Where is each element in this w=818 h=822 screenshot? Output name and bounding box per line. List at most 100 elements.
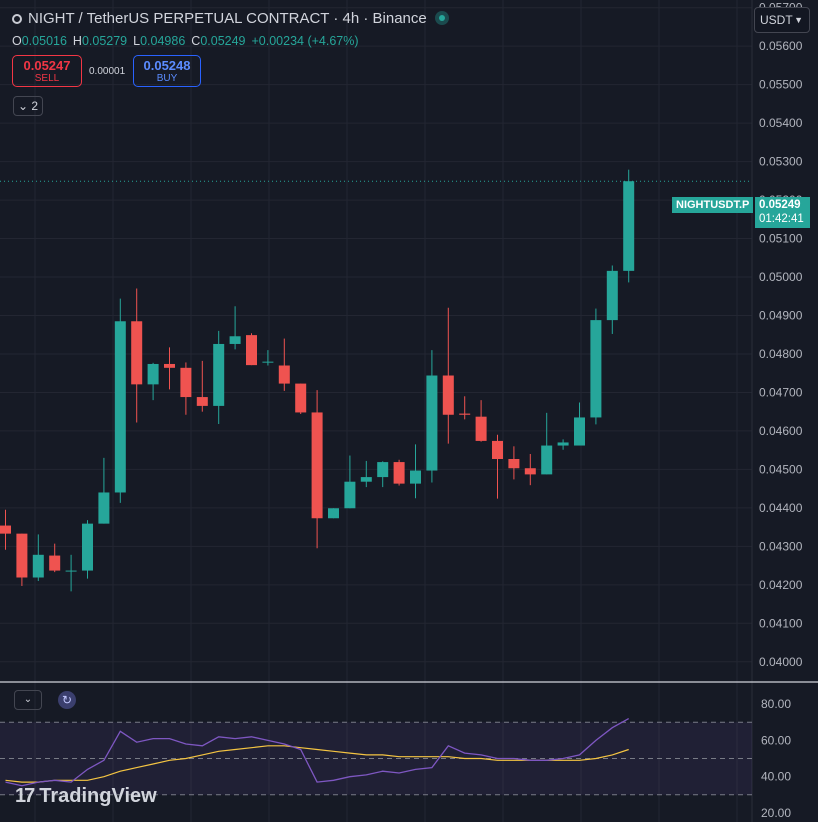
market-open-icon: [434, 11, 449, 25]
candle-body: [98, 492, 110, 524]
rsi-collapse-button[interactable]: ⌄: [14, 690, 42, 710]
price-tick-label: 0.04000: [759, 655, 803, 669]
candle-body: [32, 554, 44, 578]
price-tick-label: 0.04700: [759, 385, 803, 399]
candle-body: [410, 470, 421, 484]
symbol-price-tag: NIGHTUSDT.P: [672, 197, 754, 213]
candle-body: [131, 321, 143, 385]
rsi-settings-icon[interactable]: ↻: [58, 691, 76, 709]
chevron-down-icon: ▼: [794, 15, 803, 25]
candle-body: [344, 481, 356, 509]
price-tick-label: 0.05400: [759, 116, 803, 130]
candle-body: [492, 440, 503, 460]
candle-body: [459, 413, 471, 415]
ohlc-key-h: H: [72, 34, 82, 48]
candle-body: [557, 442, 569, 446]
rsi-tick-label: 40.00: [761, 770, 791, 784]
sell-price: 0.05247: [23, 58, 71, 73]
rsi-line: [5, 718, 630, 787]
candle-body: [114, 321, 126, 493]
ohlc-change: +0.00234 (+4.67%): [251, 34, 359, 48]
candles: [0, 169, 752, 592]
candle-body: [246, 335, 257, 366]
buy-button[interactable]: 0.05248 BUY: [133, 55, 201, 87]
ohlc-key-o: O: [12, 34, 22, 48]
tradingview-logo: 17 TradingView: [15, 785, 157, 808]
candle-body: [442, 375, 454, 415]
candle-body: [229, 336, 241, 344]
candle-body: [213, 343, 225, 406]
rsi-pane: 80.00 60.00 40.00 20.00: [0, 697, 791, 820]
price-tick-label: 0.05600: [759, 39, 803, 53]
candle-body: [393, 462, 405, 484]
price-tick-label: 0.04900: [759, 308, 803, 322]
sell-label: SELL: [34, 73, 60, 84]
currency-label: USDT: [760, 13, 793, 27]
logo-text: TradingView: [39, 785, 157, 807]
price-tick-label: 0.04200: [759, 578, 803, 592]
rsi-tick-label: 80.00: [761, 697, 791, 711]
candle-body: [82, 523, 93, 571]
currency-select[interactable]: USDT ▼: [754, 7, 810, 33]
rsi-tick-label: 20.00: [761, 806, 791, 820]
ohlc-key-c: C: [191, 34, 201, 48]
price-tick-label: 0.05500: [759, 78, 803, 92]
candle-body: [16, 533, 28, 578]
candle-body: [623, 181, 635, 271]
candle-body: [360, 477, 372, 482]
ohlc-value-h: 0.05279: [81, 34, 128, 48]
candle-body: [0, 525, 11, 534]
candle-body: [590, 320, 602, 418]
buy-label: BUY: [156, 73, 178, 84]
price-tick-label: 0.05300: [759, 155, 803, 169]
candle-body: [262, 361, 274, 363]
chart-grid: [0, 0, 752, 822]
spread-value: 0.00001: [89, 66, 126, 77]
chevron-down-icon: ⌄: [23, 694, 33, 705]
symbol-header[interactable]: NIGHT / TetherUS PERPETUAL CONTRACT · 4h…: [12, 10, 449, 27]
last-price: 0.05249: [759, 199, 801, 211]
price-tick-label: 0.05100: [759, 232, 803, 246]
price-tick-label: 0.05000: [759, 270, 803, 284]
candle-body: [377, 462, 389, 478]
price-tick-label: 0.04600: [759, 424, 803, 438]
indicators-toggle-button[interactable]: ⌄ 2: [13, 96, 43, 116]
rsi-tick-label: 60.00: [761, 733, 791, 747]
candle-body: [508, 459, 520, 469]
ohlc-value-c: 0.05249: [200, 34, 246, 48]
candle-body: [164, 363, 175, 368]
price-tick-label: 0.04800: [759, 347, 803, 361]
candle-body: [328, 508, 339, 519]
ohlc-value-o: 0.05016: [21, 34, 67, 48]
price-tick-label: 0.04400: [759, 501, 803, 515]
symbol-logo-icon: [12, 14, 22, 24]
candle-body: [311, 412, 323, 519]
candle-body: [541, 445, 553, 475]
symbol-title: NIGHT / TetherUS PERPETUAL CONTRACT · 4h…: [28, 10, 427, 27]
candle-body: [49, 555, 61, 571]
candle-body: [65, 570, 77, 572]
candle-body: [278, 365, 290, 384]
candle-body: [295, 383, 307, 413]
indicator-count: 2: [31, 99, 39, 113]
candle-body: [180, 367, 192, 398]
tradingview-mark-icon: 17: [15, 785, 35, 807]
sell-button[interactable]: 0.05247 SELL: [12, 55, 82, 87]
ohlc-value-l: 0.04986: [140, 34, 186, 48]
last-price-tag: 0.05249 01:42:41: [755, 197, 810, 228]
candle-body: [574, 417, 585, 446]
candle-body: [147, 363, 159, 385]
ohlc-legend: O0.05016 H0.05279 L0.04986 C0.05249 +0.00234…: [12, 34, 365, 48]
candle-body: [475, 416, 487, 441]
price-tick-label: 0.04500: [759, 462, 803, 476]
bar-countdown: 01:42:41: [759, 213, 804, 225]
price-tick-label: 0.04100: [759, 616, 803, 630]
candle-body: [606, 270, 618, 321]
candle-body: [196, 397, 208, 406]
price-tick-label: 0.04300: [759, 539, 803, 553]
candle-body: [524, 468, 536, 475]
candle-body: [426, 375, 438, 471]
buy-price: 0.05248: [143, 58, 191, 73]
